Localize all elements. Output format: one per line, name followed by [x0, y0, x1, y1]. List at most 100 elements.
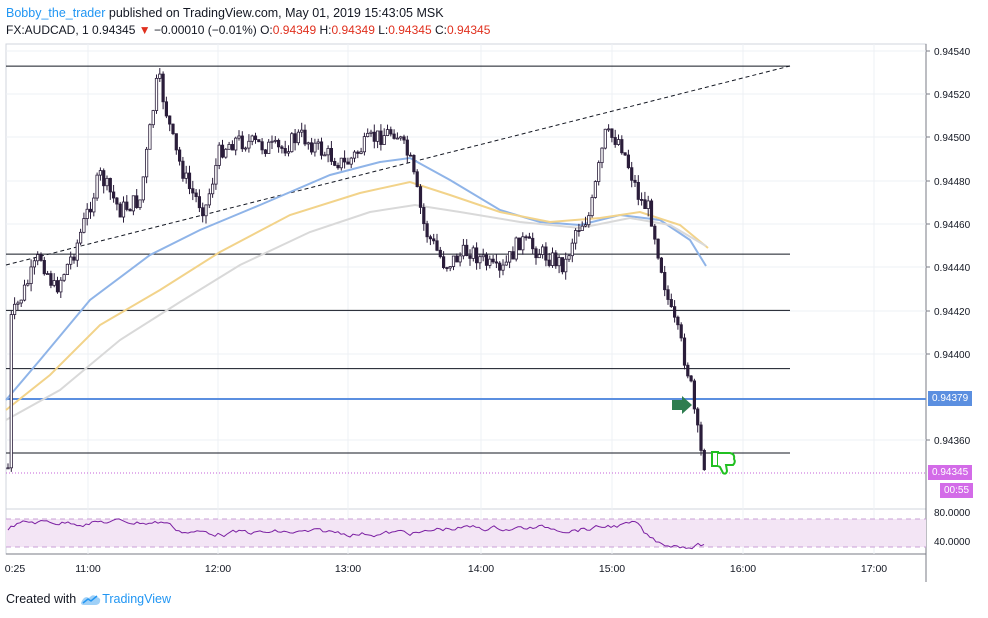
candle-body	[102, 170, 106, 187]
candle-body	[583, 224, 588, 227]
candle-body	[214, 164, 218, 185]
candle-body	[88, 208, 93, 213]
open-label: O:	[260, 23, 273, 37]
candle-body	[144, 148, 149, 178]
time-tick-label: 16:00	[730, 563, 756, 575]
candle-body	[352, 151, 357, 159]
candle-body	[408, 154, 413, 157]
candle-body	[666, 289, 670, 300]
candle-body	[395, 137, 400, 140]
price-tick-label: 0.94460	[934, 220, 971, 231]
tradingview-link[interactable]: TradingView	[80, 592, 171, 606]
candle-body	[283, 148, 287, 154]
candle-body	[296, 131, 301, 144]
candle-body	[458, 255, 462, 263]
high-value: 0.94349	[331, 23, 375, 37]
time-tick-label: 13:00	[335, 563, 361, 575]
candle-body	[541, 246, 545, 255]
candle-body	[597, 162, 601, 182]
rsi-axis[interactable]: 80.0000 40.0000	[934, 508, 971, 548]
candle-body	[42, 260, 46, 275]
candle-body	[643, 199, 647, 210]
candle-body	[544, 246, 548, 261]
candle-body	[171, 123, 175, 135]
candle-body	[339, 157, 343, 169]
candle-body	[95, 174, 99, 199]
candle-body	[633, 179, 637, 183]
candle-body	[191, 188, 195, 194]
rsi-tick-label: 40.0000	[934, 537, 971, 548]
candle-body	[118, 203, 122, 218]
candle-body	[105, 177, 109, 187]
candle-body	[177, 149, 182, 162]
candle-body	[692, 380, 697, 410]
candle-body	[686, 364, 690, 377]
rsi-tick-label: 80.0000	[934, 508, 971, 519]
candle-body	[659, 257, 664, 273]
trendline[interactable]	[5, 65, 791, 266]
candle-body	[649, 200, 654, 227]
high-label: H:	[319, 23, 332, 37]
candle-body	[613, 137, 617, 145]
candle-body	[382, 135, 386, 145]
candle-body	[418, 186, 423, 208]
candle-body	[445, 267, 449, 269]
candle-body	[435, 240, 439, 251]
candle-body	[441, 256, 446, 268]
candle-body	[557, 257, 561, 267]
ma-fast-line	[5, 156, 707, 401]
candle-body	[471, 247, 475, 259]
candle-body	[630, 167, 634, 181]
arrow-right-icon	[672, 396, 692, 414]
candle-body	[135, 195, 139, 209]
candle-body	[98, 170, 102, 176]
candle-body	[16, 302, 20, 305]
candle-body	[49, 273, 53, 286]
candle-body	[656, 238, 660, 259]
candle-body	[6, 467, 10, 470]
candle-body	[29, 266, 33, 284]
candle-body	[474, 247, 479, 264]
candle-body	[375, 130, 380, 142]
publish-info: published on TradingView.com, May 01, 20…	[105, 6, 444, 20]
symbol-label[interactable]: FX:AUDCAD, 1	[6, 23, 89, 37]
candle-body	[253, 135, 258, 141]
candle-body	[72, 256, 76, 261]
candle-body	[461, 244, 466, 257]
horizontal-levels[interactable]	[6, 65, 926, 454]
candle-body	[610, 128, 614, 138]
candle-body	[329, 148, 334, 162]
candle-body	[359, 151, 363, 154]
low-value: 0.94345	[388, 23, 432, 37]
candle-body	[534, 248, 538, 259]
author-link[interactable]: Bobby_the_trader	[6, 6, 106, 20]
time-axis[interactable]: 0:25 11:00 12:00 13:00 14:00 15:00 16:00 17:00	[5, 563, 888, 575]
candle-body	[237, 135, 241, 139]
price-tick-label: 0.94360	[934, 436, 971, 447]
blue-line-price-tag: 0.94379	[928, 391, 973, 406]
candle-body	[494, 261, 499, 264]
time-tick-label: 12:00	[205, 563, 231, 575]
candle-body	[564, 258, 568, 273]
candle-body	[230, 144, 234, 151]
price-tick-label: 0.94480	[934, 177, 971, 188]
candle-body	[227, 144, 231, 150]
candle-body	[428, 236, 433, 240]
candle-body	[79, 231, 83, 244]
candle-body	[646, 200, 650, 210]
candle-body	[174, 133, 178, 151]
candle-body	[507, 251, 512, 263]
candle-body	[537, 254, 541, 259]
candle-body	[570, 242, 574, 257]
candle-body	[567, 255, 571, 260]
candle-body	[333, 161, 337, 166]
price-axis[interactable]: 0.94540 0.94520 0.94500 0.94480 0.94460 0.944…	[926, 47, 971, 447]
price-change: −0.00010 (−0.01%)	[154, 23, 257, 37]
candle-body	[676, 316, 680, 326]
candle-body	[39, 254, 43, 261]
candle-body	[224, 148, 228, 158]
candle-body	[399, 136, 403, 139]
tradingview-brand: TradingView	[102, 592, 171, 606]
candle-body	[468, 255, 472, 259]
